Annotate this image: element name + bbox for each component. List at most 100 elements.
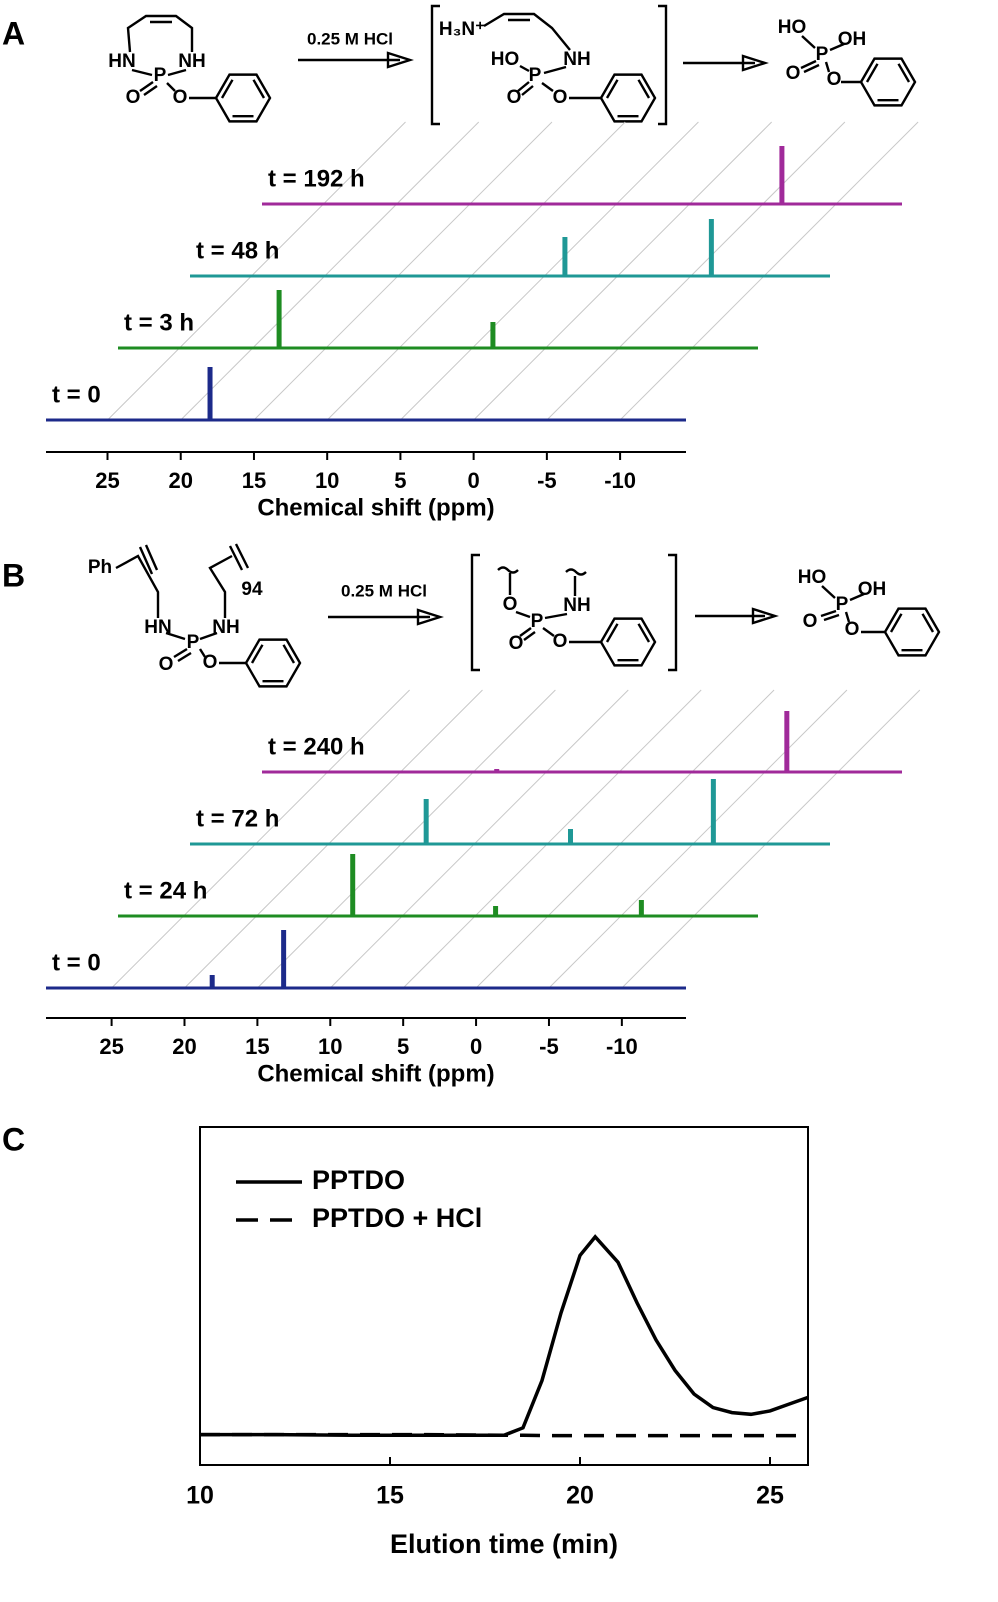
peak [350, 854, 356, 916]
atom-label: O [203, 652, 218, 673]
scheme-a: A 0.25 M HCl [2, 4, 861, 126]
grid-line [326, 121, 626, 421]
plot-frame [199, 1126, 809, 1466]
atom-label: P [529, 65, 542, 86]
bond [497, 566, 601, 644]
x-tick-label: 25 [756, 1482, 784, 1510]
atom-label: O [159, 654, 174, 675]
x-tick-label: 5 [397, 1034, 409, 1059]
bond [483, 12, 601, 100]
benzene-ring [605, 623, 651, 662]
reagent: 0.25 M HCl [307, 29, 393, 48]
atom-label: P [187, 632, 200, 653]
x-tick-label: 15 [242, 468, 266, 493]
atom-label: P [836, 594, 849, 615]
x-tick-label: 20 [566, 1482, 594, 1510]
x-tick-label: 15 [376, 1482, 404, 1510]
benzene-ring [220, 79, 266, 118]
grid-line [400, 121, 699, 421]
peak [708, 219, 714, 276]
grid-line [475, 689, 775, 989]
benzene-ring [250, 644, 296, 683]
atom-label: O [507, 87, 522, 108]
series-label: t = 72 h [196, 805, 279, 832]
series-label: t = 192 h [268, 165, 365, 192]
x-tick-label: 0 [468, 468, 480, 493]
series-label: t = 3 h [124, 309, 194, 336]
atom-label: P [531, 611, 544, 632]
x-tick-label: 20 [168, 468, 192, 493]
atom-label: NH [178, 51, 205, 72]
series-label: t = 240 h [268, 733, 365, 760]
bond [126, 14, 216, 100]
reagent: 0.25 M HCl [341, 581, 427, 600]
peak [276, 290, 282, 348]
atom-label: HO [798, 567, 827, 588]
x-tick-label: 10 [315, 468, 339, 493]
atom-label: P [154, 65, 167, 86]
atom-label: HN [108, 51, 135, 72]
atom-label: 94 [241, 579, 263, 600]
peak [494, 769, 500, 772]
atom-label: O [827, 69, 842, 90]
atom-label: O [786, 63, 801, 84]
x-tick-label: -10 [604, 468, 636, 493]
line-series [200, 1432, 808, 1438]
atom-label: O [845, 619, 860, 640]
grid-line [548, 689, 848, 989]
benzene-ring [859, 57, 917, 107]
atom-label: O [553, 87, 568, 108]
benzene-ring [599, 73, 657, 123]
atom-label: OH [838, 29, 867, 50]
peak [562, 237, 568, 276]
scheme-b: B 0.25 M HCl [2, 543, 885, 672]
peak [710, 779, 716, 844]
x-axis-title: Chemical shift (ppm) [257, 494, 494, 521]
peak [490, 322, 496, 348]
benzene-ring [244, 638, 302, 688]
bracket [470, 553, 678, 672]
grid-line [180, 121, 480, 421]
peak [207, 367, 213, 420]
bond [820, 585, 885, 634]
atom-label: OH [858, 579, 887, 600]
series-label: t = 0 [52, 949, 101, 976]
grid-line [184, 689, 483, 989]
benzene-ring [865, 63, 911, 102]
atom-label: O [126, 87, 141, 108]
benzene-ring [599, 617, 657, 667]
bracket [430, 4, 668, 126]
atom-label: NH [212, 617, 239, 638]
benzene-ring [883, 607, 941, 657]
atom-label: NH [563, 49, 590, 70]
arrow [328, 608, 444, 626]
bond [115, 543, 250, 665]
panel-label: A [2, 15, 25, 51]
x-tick-label: 10 [318, 1034, 342, 1059]
x-tick-label: 15 [245, 1034, 269, 1059]
x-tick-label: 10 [186, 1482, 214, 1510]
peak [493, 906, 499, 916]
x-tick-label: -5 [537, 468, 557, 493]
arrow [695, 607, 779, 625]
grid-line [402, 689, 702, 989]
atom-label: HO [778, 17, 807, 38]
grid-line [619, 121, 919, 421]
arrow [683, 54, 769, 72]
series-label: t = 0 [52, 381, 101, 408]
x-axis-title: Elution time (min) [390, 1529, 618, 1559]
x-tick-label: 20 [172, 1034, 196, 1059]
panel-label: B [2, 557, 25, 593]
grid-line [107, 121, 406, 421]
benzene-ring [214, 73, 272, 123]
peak [779, 146, 785, 204]
x-tick-label: -10 [606, 1034, 638, 1059]
series-label: t = 48 h [196, 237, 279, 264]
atom-label: HO [491, 49, 520, 70]
x-tick-label: 25 [95, 468, 119, 493]
peak [209, 975, 215, 988]
grid-line [253, 121, 553, 421]
grid-line [111, 689, 410, 989]
grid-line [329, 689, 629, 989]
